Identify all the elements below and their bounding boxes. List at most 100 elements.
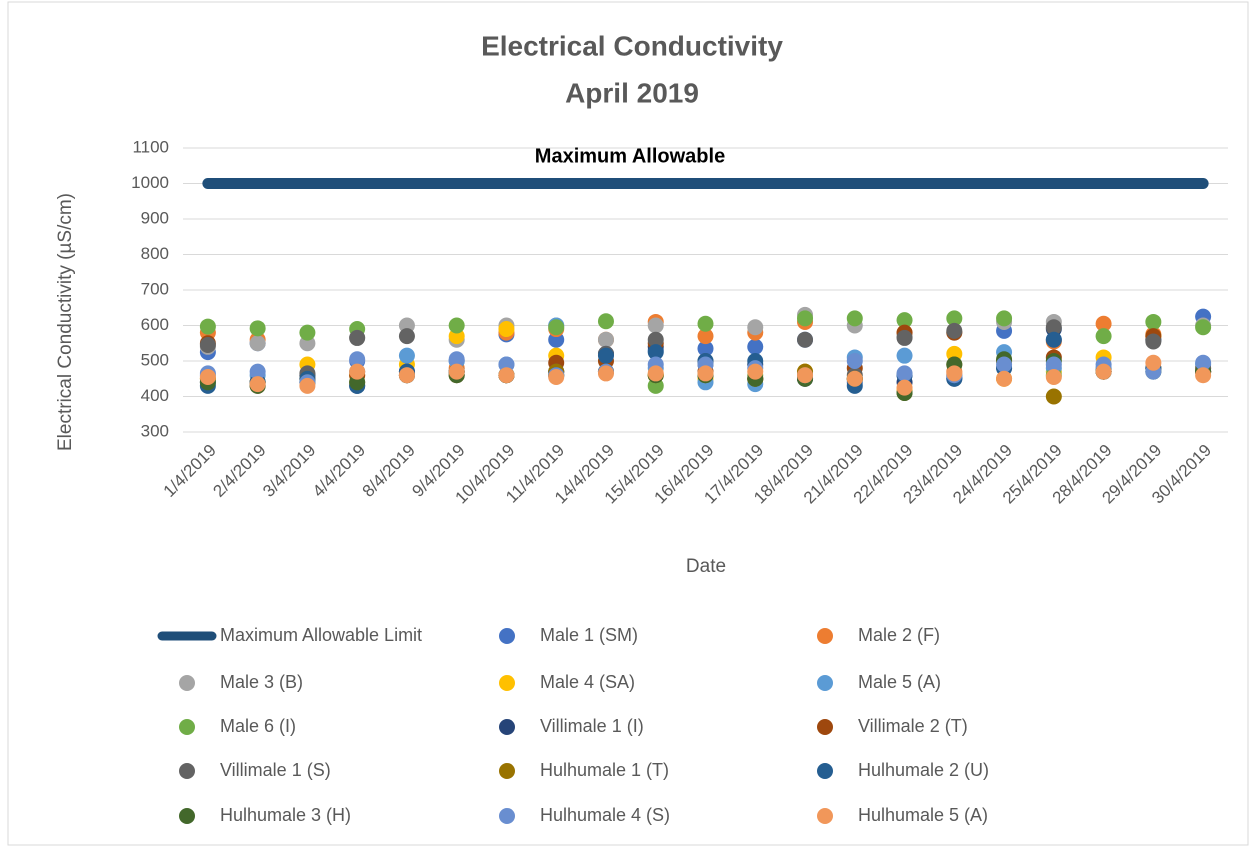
chart-subtitle: April 2019 xyxy=(565,77,699,108)
point xyxy=(1095,315,1112,332)
legend-label: Hulhumale 3 (H) xyxy=(220,805,351,825)
point xyxy=(896,379,913,396)
point xyxy=(1145,354,1162,371)
point xyxy=(647,317,664,334)
point xyxy=(846,370,863,387)
point xyxy=(896,365,913,382)
legend-marker xyxy=(817,719,833,735)
legend-label: Male 2 (F) xyxy=(858,625,940,645)
point xyxy=(448,317,465,334)
legend-marker xyxy=(499,675,515,691)
point xyxy=(1095,328,1112,345)
annotation: Maximum Allowable xyxy=(535,145,725,167)
point xyxy=(846,353,863,369)
point xyxy=(1095,363,1112,380)
chart-title: Electrical Conductivity xyxy=(481,30,783,61)
point xyxy=(1045,368,1062,385)
y-tick-label: 400 xyxy=(141,386,169,405)
point xyxy=(797,310,814,327)
legend-marker xyxy=(499,628,515,644)
point xyxy=(498,321,515,338)
legend-label: Hulhumale 2 (U) xyxy=(858,760,989,780)
point xyxy=(548,368,565,385)
legend-label: Hulhumale 5 (A) xyxy=(858,805,988,825)
legend-label: Male 3 (B) xyxy=(220,672,303,692)
point xyxy=(349,351,366,368)
legend-label: Male 1 (SM) xyxy=(540,625,638,645)
point xyxy=(448,363,465,380)
legend-marker xyxy=(179,675,195,691)
point xyxy=(697,315,714,332)
point xyxy=(1195,319,1212,336)
point xyxy=(1145,313,1162,330)
point xyxy=(398,367,415,384)
legend-marker xyxy=(499,719,515,735)
point xyxy=(647,331,664,348)
point xyxy=(697,365,714,382)
point xyxy=(249,363,266,380)
y-tick-label: 900 xyxy=(141,208,169,227)
y-tick-label: 300 xyxy=(141,421,169,440)
point xyxy=(548,319,565,336)
legend-label: Hulhumale 1 (T) xyxy=(540,760,669,780)
point xyxy=(1145,333,1162,350)
point xyxy=(349,363,366,380)
point xyxy=(448,351,465,368)
point xyxy=(747,363,764,380)
point xyxy=(498,367,515,384)
legend-marker xyxy=(499,763,515,779)
legend-label: Villimale 2 (T) xyxy=(858,716,968,736)
point xyxy=(398,328,415,345)
point xyxy=(1195,354,1212,371)
point xyxy=(398,347,415,364)
point xyxy=(996,310,1013,327)
point xyxy=(249,320,266,337)
y-tick-label: 800 xyxy=(141,244,169,263)
y-tick-label: 1000 xyxy=(131,173,169,192)
legend-marker xyxy=(179,763,195,779)
point xyxy=(199,318,216,335)
point xyxy=(349,329,366,346)
point xyxy=(597,365,614,382)
point xyxy=(1195,367,1212,384)
point xyxy=(647,365,664,382)
point xyxy=(1045,331,1062,348)
point xyxy=(1045,319,1062,336)
point xyxy=(697,340,714,357)
legend-label: Male 5 (A) xyxy=(858,672,941,692)
legend-marker xyxy=(179,719,195,735)
point xyxy=(797,331,814,348)
legend-label: Male 6 (I) xyxy=(220,716,296,736)
point xyxy=(299,324,316,341)
y-tick-label: 600 xyxy=(141,315,169,334)
y-tick-label: 500 xyxy=(141,350,169,369)
legend-label: Villimale 1 (I) xyxy=(540,716,644,736)
legend-marker xyxy=(817,628,833,644)
point xyxy=(249,335,266,352)
y-tick-label: 1100 xyxy=(132,137,169,156)
point xyxy=(299,377,316,394)
legend-marker xyxy=(817,763,833,779)
point xyxy=(846,310,863,327)
y-axis-label: Electrical Conductivity (µS/cm) xyxy=(55,193,76,451)
point xyxy=(747,319,764,336)
legend-label: Maximum Allowable Limit xyxy=(220,625,422,645)
point xyxy=(747,338,764,355)
point xyxy=(896,347,913,364)
y-tick-label: 700 xyxy=(141,279,169,298)
point xyxy=(1045,388,1062,405)
legend-marker xyxy=(817,808,833,824)
point xyxy=(896,329,913,346)
point xyxy=(597,347,614,364)
x-axis-label: Date xyxy=(686,556,726,577)
legend-label: Hulhumale 4 (S) xyxy=(540,805,670,825)
point xyxy=(946,310,963,327)
point xyxy=(996,356,1013,373)
point xyxy=(597,331,614,348)
point xyxy=(199,337,216,354)
point xyxy=(896,312,913,329)
chart-frame xyxy=(7,1,1249,846)
point xyxy=(597,313,614,330)
point xyxy=(797,367,814,384)
